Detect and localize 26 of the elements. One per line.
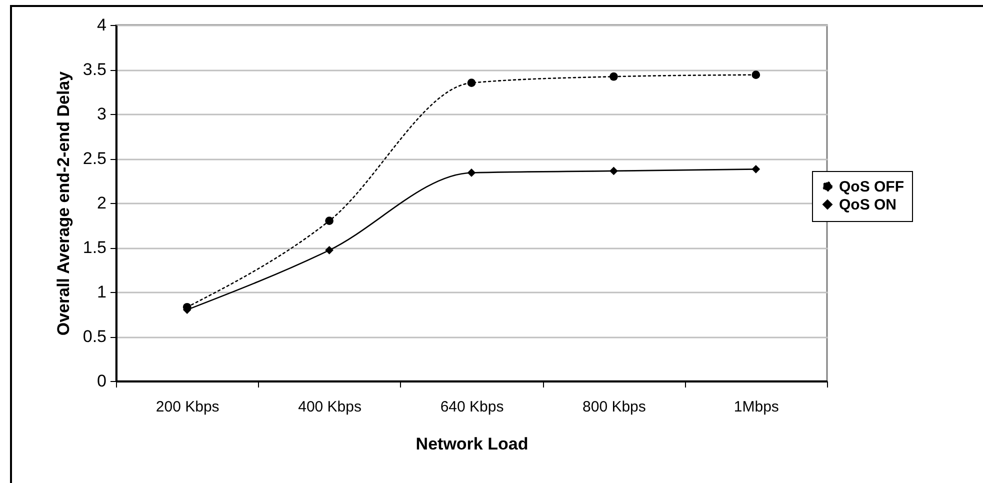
point bbox=[610, 166, 618, 176]
point bbox=[325, 216, 334, 225]
point bbox=[467, 78, 476, 88]
x-tick-label: 1Mbps bbox=[734, 398, 779, 416]
y-tick-label: 2 bbox=[97, 194, 106, 212]
y-tick-label: 3 bbox=[97, 104, 106, 124]
y-tick-label: 0 bbox=[97, 372, 106, 390]
point bbox=[752, 164, 760, 174]
legend-label: QoS OFF bbox=[839, 178, 904, 196]
point bbox=[325, 246, 334, 254]
x-tick-label: 640 Kbps bbox=[440, 398, 504, 416]
y-tick-label: 2.5 bbox=[82, 149, 106, 168]
y-tick-label: 0.5 bbox=[82, 327, 106, 346]
y-tick-label: 4 bbox=[97, 16, 106, 34]
y-tick-label: 1 bbox=[97, 282, 106, 302]
point bbox=[752, 70, 760, 80]
x-tick-label: 400 Kbps bbox=[298, 398, 362, 416]
y-tick-label: 1.5 bbox=[82, 238, 106, 257]
point bbox=[610, 72, 618, 81]
x-tick-label: 800 Kbps bbox=[582, 398, 646, 416]
y-tick-label: 3.5 bbox=[82, 60, 106, 79]
y-axis-title: Overall Average end-2-end Delay bbox=[54, 70, 73, 336]
x-axis-title: Network Load bbox=[416, 434, 528, 454]
point bbox=[467, 168, 476, 177]
legend-label: QoS ON bbox=[839, 196, 897, 214]
x-tick-label: 200 Kbps bbox=[156, 398, 220, 416]
